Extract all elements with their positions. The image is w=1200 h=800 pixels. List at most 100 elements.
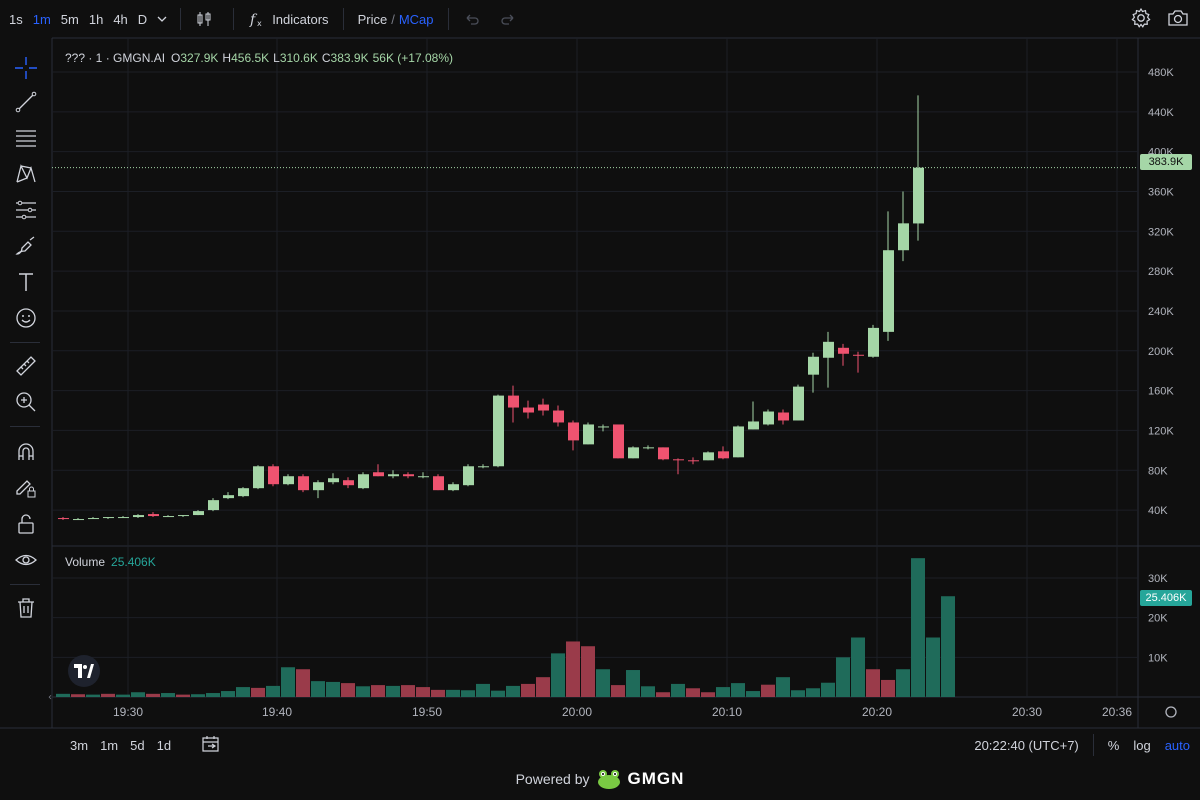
volume-bar: [341, 683, 355, 697]
time-tick-label: 19:30: [113, 705, 143, 719]
bottom-toolbar: 3m 1m 5d 1d 20:22:40 (UTC+7) % log auto: [0, 730, 1200, 760]
lock-tool[interactable]: [12, 510, 40, 538]
time-tick-label: 20:20: [862, 705, 892, 719]
candle-body: [343, 480, 354, 486]
undo-icon: [466, 14, 479, 25]
divider: [10, 584, 40, 585]
candle-body: [193, 511, 204, 516]
brush-tool[interactable]: [12, 232, 40, 260]
candle-body: [493, 395, 504, 467]
range-group: 3m 1m 5d 1d: [64, 738, 177, 753]
pattern-tool[interactable]: [12, 160, 40, 188]
low-key: L: [273, 51, 280, 65]
range-1m[interactable]: 1m: [100, 737, 119, 753]
magnet-icon: [18, 443, 34, 460]
price-mcap-toggle[interactable]: Price / MCap: [352, 12, 440, 27]
redo-button[interactable]: [493, 10, 529, 28]
low-value: 310.6K: [279, 51, 318, 65]
volume-bar: [851, 637, 865, 697]
redo-icon: [500, 14, 513, 25]
volume-bar: [761, 684, 775, 697]
candle-body: [808, 356, 819, 375]
eye-icon: [15, 554, 37, 566]
clock-display[interactable]: 20:22:40 (UTC+7): [974, 737, 1079, 753]
candle-body: [733, 426, 744, 458]
candle-body: [418, 476, 429, 478]
candle-body: [58, 518, 69, 520]
volume-bar: [56, 693, 70, 697]
svg-text:x: x: [257, 19, 262, 28]
chart-type-button[interactable]: [189, 10, 225, 28]
volume-bar: [146, 693, 160, 697]
timeframe-dropdown[interactable]: [152, 12, 172, 27]
delete-tool[interactable]: [12, 594, 40, 622]
horizontal-lines-tool[interactable]: [12, 124, 40, 152]
fib-tool[interactable]: [12, 196, 40, 224]
undo-button[interactable]: [457, 10, 493, 28]
auto-toggle[interactable]: auto: [1164, 737, 1190, 753]
timeframe-1s[interactable]: 1s: [9, 11, 23, 27]
volume-label[interactable]: Volume: [65, 555, 106, 569]
timeframe-D[interactable]: D: [137, 11, 148, 27]
tradingview-logo[interactable]: [68, 655, 100, 687]
date-range-button[interactable]: [195, 735, 227, 756]
volume-bar: [386, 685, 400, 697]
volume-bar: [161, 693, 175, 697]
price-tick-label: 480K: [1148, 67, 1174, 79]
timeframe-1h[interactable]: 1h: [88, 11, 104, 27]
visibility-tool[interactable]: [12, 546, 40, 574]
range-3m[interactable]: 3m: [70, 737, 89, 753]
volume-bar: [266, 685, 280, 697]
crosshair-icon: [15, 57, 37, 79]
timeframe-4h[interactable]: 4h: [113, 11, 128, 27]
emoji-tool[interactable]: [12, 304, 40, 332]
candle-body: [553, 410, 564, 423]
timeframe-5m[interactable]: 5m: [60, 11, 79, 27]
mcap-label: MCap: [398, 11, 434, 27]
trend-line-tool[interactable]: [12, 88, 40, 116]
gear-icon[interactable]: [1130, 7, 1152, 29]
range-5d[interactable]: 5d: [130, 737, 145, 753]
candle-body: [628, 447, 639, 459]
volume-bar: [686, 688, 700, 697]
volume-tick-label: 10K: [1148, 652, 1168, 664]
magnet-tool[interactable]: [12, 438, 40, 466]
ohlc-legend: ??? · 1 · GMGN.AI O327.9K H456.5K L310.6…: [65, 51, 453, 65]
chevron-down-icon: [157, 16, 167, 22]
timeframe-1m[interactable]: 1m: [32, 11, 51, 27]
volume-bar: [521, 683, 535, 697]
divider: [342, 8, 344, 30]
high-value: 456.5K: [231, 51, 270, 65]
candle-body: [523, 407, 534, 413]
candle-body: [688, 460, 699, 462]
crosshair-tool[interactable]: [12, 54, 40, 82]
lock-drawing-tool[interactable]: [12, 474, 40, 502]
price-tick-label: 120K: [1148, 425, 1174, 437]
trash-icon: [18, 598, 34, 618]
volume-legend: Volume 25.406K: [65, 555, 156, 569]
symbol-label[interactable]: ??? · 1 · GMGN.AI: [65, 51, 166, 65]
brush-icon: [15, 236, 35, 255]
volume-bar: [791, 690, 805, 697]
camera-icon[interactable]: [1166, 7, 1190, 29]
log-toggle[interactable]: log: [1133, 737, 1151, 753]
price-tick-label: 160K: [1148, 386, 1174, 398]
volume-bar: [86, 694, 100, 697]
volume-bar: [806, 688, 820, 697]
candle-body: [253, 466, 264, 489]
close-value: 383.9K: [330, 51, 369, 65]
zoom-tool[interactable]: [12, 388, 40, 416]
range-1d[interactable]: 1d: [156, 737, 172, 753]
measure-tool[interactable]: [12, 352, 40, 380]
candle-body: [268, 466, 279, 485]
text-tool[interactable]: [12, 268, 40, 296]
volume-bar: [491, 690, 505, 697]
pencil-lock-icon: [16, 480, 36, 498]
ruler-icon: [16, 356, 36, 376]
divider: [447, 8, 449, 30]
percent-toggle[interactable]: %: [1107, 737, 1120, 753]
candle-body: [103, 517, 114, 519]
